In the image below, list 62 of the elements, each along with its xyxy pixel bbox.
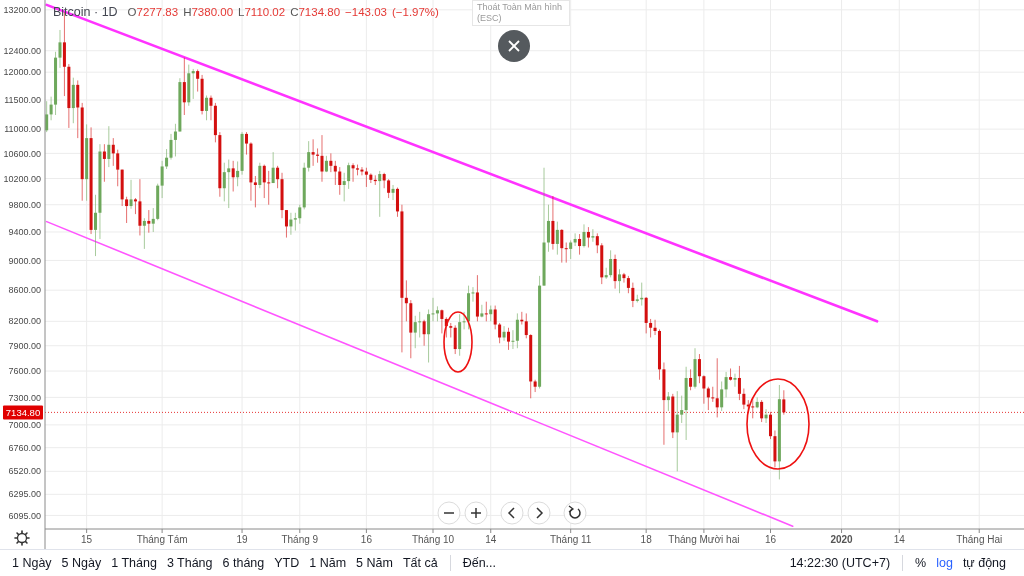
candlestick	[622, 272, 626, 284]
y-tick-label: 10600.00	[3, 148, 41, 159]
candlestick	[573, 232, 577, 247]
text: log	[936, 556, 953, 570]
x-tick-label: Tháng 10	[411, 533, 455, 545]
y-tick-label: 8200.00	[8, 316, 41, 327]
text: 5 Năm	[356, 556, 393, 570]
candlestick	[480, 304, 484, 318]
text: 3 Tháng	[166, 556, 213, 570]
candlestick	[653, 319, 657, 336]
y-tick-label: 12400.00	[3, 45, 41, 56]
y-tick-label: 11000.00	[4, 124, 41, 135]
y-tick-label: 13200.00	[3, 4, 41, 15]
x-tick-label: Tháng Hai	[956, 533, 1003, 545]
text: Tất cả	[402, 556, 438, 570]
ref-line-label: 7134.80	[5, 406, 41, 418]
x-tick-label: 15	[81, 533, 93, 545]
y-tick-label: 12000.00	[3, 67, 41, 78]
y-tick-label: 10200.00	[3, 173, 41, 184]
text: 5 Ngày	[61, 556, 102, 570]
y-tick-label: 7300.00	[8, 392, 41, 403]
y-tick-label: 7600.00	[8, 366, 41, 377]
text: 6 tháng	[222, 556, 265, 570]
annotation: Thoát Toàn Màn hình (ESC)	[472, 0, 570, 26]
y-tick-label: 6095.00	[8, 510, 41, 521]
text: 14:22:30 (UTC+7)	[789, 556, 891, 570]
candlestick	[711, 386, 715, 403]
text: 1 Ngày	[12, 556, 52, 570]
y-tick-label: 7900.00	[8, 340, 41, 351]
candlestick	[591, 228, 595, 243]
y-tick-label: 9800.00	[8, 199, 41, 210]
y-tick-label: 9400.00	[8, 227, 41, 238]
candlestick	[533, 379, 537, 393]
x-tick-label: 16	[360, 533, 373, 545]
y-tick-label: 7000.00	[8, 420, 41, 431]
candlestick	[391, 184, 395, 201]
y-tick-label: 11500.00	[4, 95, 41, 106]
candlestick	[471, 286, 475, 303]
x-tick-label: 2020	[830, 533, 854, 545]
x-tick-label: 16	[764, 533, 777, 545]
candlestick	[733, 373, 737, 388]
y-tick-label: 6520.00	[8, 466, 41, 477]
text: %	[915, 556, 927, 570]
x-tick-label: 19	[236, 533, 249, 545]
x-tick-label: Tháng 9	[281, 533, 319, 545]
x-tick-label: Tháng Tám	[136, 533, 188, 545]
x-tick-label: 18	[640, 533, 653, 545]
text: YTD	[274, 556, 300, 570]
y-tick-label: 9000.00	[8, 255, 41, 266]
text: tự động	[962, 556, 1006, 570]
y-tick-label: 6295.00	[8, 489, 41, 500]
y-tick-label: 8600.00	[8, 285, 41, 296]
x-tick-label: 14	[893, 533, 906, 545]
x-tick-label: Tháng Mười hai	[668, 533, 740, 545]
x-tick-label: 14	[485, 533, 497, 545]
y-tick-label: 6760.00	[8, 442, 41, 453]
text: O7277.83 H7380.00 L7110.02 C7134.80 −143.03 (−1.97%)	[127, 6, 439, 18]
text: 1 Tháng	[111, 556, 157, 570]
candlestick	[360, 166, 364, 176]
x-tick-label: Tháng 11	[549, 533, 592, 545]
text: 1 Năm	[309, 556, 347, 570]
text: Đến...	[462, 556, 497, 570]
